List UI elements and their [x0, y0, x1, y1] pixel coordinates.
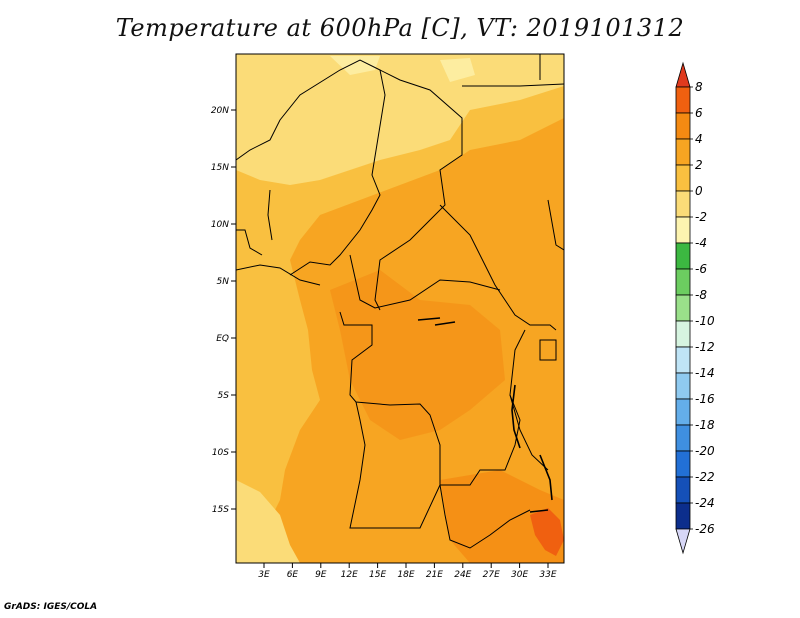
- colorbar-segment: [675, 294, 691, 322]
- lon-tick-label: 18E: [397, 570, 414, 580]
- border-libya-egypt: [462, 83, 564, 87]
- lat-tick-label: 20N: [211, 106, 229, 116]
- border-car-south: [439, 204, 557, 331]
- chart-title: Temperature at 600hPa [C], VT: 201910131…: [115, 14, 685, 42]
- lon-tick-label: 3E: [258, 570, 270, 580]
- colorbar-label: -6: [695, 262, 707, 276]
- field-band-6-8: [530, 508, 564, 556]
- colorbar-label: -16: [695, 392, 715, 406]
- lon-tick-label: 27E: [483, 570, 500, 580]
- colorbar-label: 0: [695, 184, 703, 198]
- lakes: [417, 317, 553, 513]
- lon-tick-label: 33E: [539, 570, 556, 580]
- lon-tick-label: 24E: [454, 570, 471, 580]
- lat-tick-label: 15N: [211, 163, 229, 173]
- colorbar-label: 4: [695, 132, 703, 146]
- colorbar-segment: [675, 164, 691, 192]
- colorbar-segment: [675, 138, 691, 166]
- lat-tick-label: 10S: [212, 448, 229, 458]
- field-band-4-6: [330, 270, 505, 440]
- colorbar-segment: [675, 424, 691, 452]
- colorbar-label: -12: [695, 340, 715, 354]
- colorbar-segment: [675, 242, 691, 270]
- colorbar-segment: [675, 476, 691, 504]
- colorbar-label: -8: [695, 288, 707, 302]
- field-band-neg2-0-south: [236, 480, 300, 563]
- lat-tick-label: 5N: [217, 277, 230, 287]
- field-patches-north: [330, 56, 475, 82]
- colorbar-label: -22: [695, 470, 715, 484]
- colorbar-label: 8: [695, 80, 703, 94]
- colorbar-segment: [675, 450, 691, 478]
- credit-text: GrADS: IGES/COLA: [4, 602, 98, 612]
- colorbar-segment: [675, 372, 691, 400]
- border-uganda-lake: [539, 339, 557, 361]
- colorbar-segment: [675, 216, 691, 244]
- colorbar-label: -26: [695, 522, 715, 536]
- field-band-neg2-0: [236, 54, 564, 185]
- lat-tick-label: 15S: [212, 505, 229, 515]
- colorbar-segment: [675, 268, 691, 296]
- border-ghana: [236, 229, 263, 256]
- border-congo-car: [349, 254, 501, 309]
- colorbar-label: -4: [695, 236, 707, 250]
- lon-tick-label: 6E: [287, 570, 299, 580]
- lake-tanganyika: [511, 384, 521, 449]
- lake-kariba: [529, 509, 549, 513]
- colorbar-segment: [675, 346, 691, 374]
- longitude-axis: 3E 6E 9E 12E 15E 18E 21E 24E 27E 30E 33E: [258, 563, 557, 580]
- colorbar-label: 2: [695, 158, 703, 172]
- border-sudan-east: [547, 199, 564, 251]
- field-band-4-6-south: [440, 470, 564, 563]
- colorbar-label: 6: [695, 106, 703, 120]
- colorbar-segment: [675, 398, 691, 426]
- temperature-field: [236, 54, 564, 563]
- colorbar-segment: [675, 320, 691, 348]
- map-frame: [235, 53, 565, 564]
- border-west-africa-coast: [236, 264, 321, 286]
- colorbar-bottom-arrow: [675, 528, 691, 555]
- border-benin: [267, 189, 273, 241]
- country-borders: [236, 54, 564, 549]
- colorbar-top-arrow: [675, 61, 691, 88]
- latitude-axis: 20N 15N 10N 5N EQ 5S 10S 15S: [211, 106, 236, 515]
- colorbar-label: -18: [695, 418, 715, 432]
- lon-tick-label: 9E: [315, 570, 327, 580]
- border-angola: [349, 401, 441, 529]
- border-chad-nigeria: [289, 69, 386, 276]
- colorbar-segment: [675, 190, 691, 218]
- lat-tick-label: EQ: [216, 334, 229, 344]
- border-north: [236, 59, 463, 311]
- border-tanzania: [509, 394, 549, 471]
- rivers-congo: [417, 317, 456, 326]
- lon-tick-label: 21E: [426, 570, 443, 580]
- colorbar-label: -24: [695, 496, 715, 510]
- colorbar-segment: [675, 502, 691, 530]
- colorbar-label: -14: [695, 366, 715, 380]
- lat-tick-label: 5S: [218, 391, 230, 401]
- colorbar-label: -10: [695, 314, 715, 328]
- lat-tick-label: 10N: [211, 220, 229, 230]
- colorbar-label: -20: [695, 444, 715, 458]
- colorbar-segment: [675, 86, 691, 114]
- border-zambia: [439, 484, 531, 549]
- colorbar: 8 6 4 2 0 -2 -4 -6 -8 -10 -12 -14 -16 -18 -20 -22 -24 -26: [675, 61, 715, 555]
- border-drc: [339, 311, 526, 486]
- colorbar-segment: [675, 112, 691, 140]
- lon-tick-label: 15E: [369, 570, 386, 580]
- lon-tick-label: 12E: [341, 570, 358, 580]
- lake-malawi: [539, 454, 553, 501]
- lon-tick-label: 30E: [511, 570, 528, 580]
- colorbar-label: -2: [695, 210, 707, 224]
